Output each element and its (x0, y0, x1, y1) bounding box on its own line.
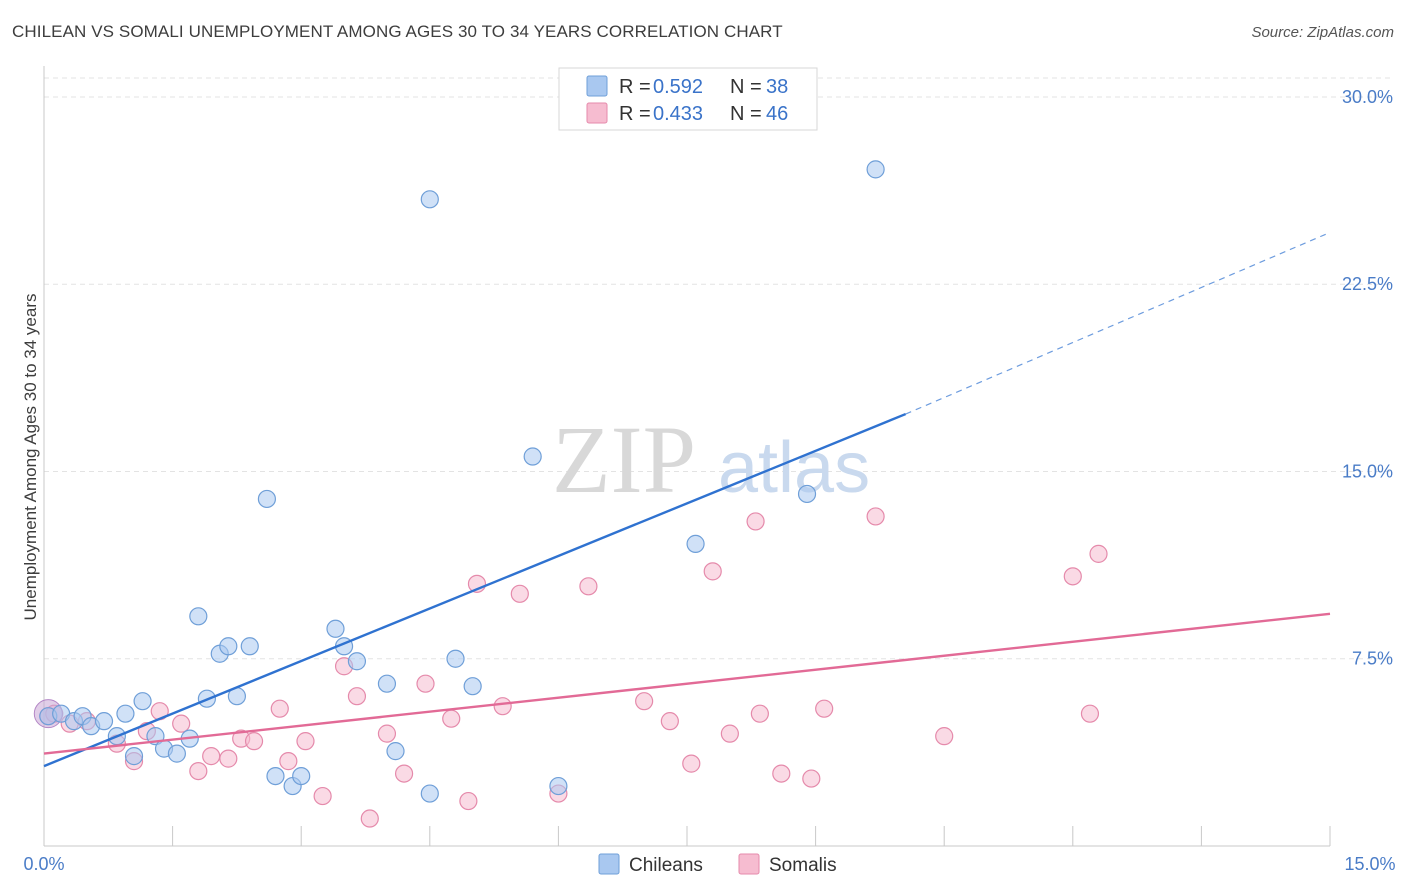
chileans-point-8 (124, 747, 144, 766)
somalis-point-31 (660, 712, 679, 731)
legend-somalis-n-label: N = (730, 103, 762, 125)
trend-lines (43, 233, 1331, 768)
chileans-point-7 (116, 704, 135, 723)
chileans-point-23 (292, 766, 311, 786)
somalis-point-37 (772, 764, 791, 783)
somalis-point-42 (1063, 567, 1082, 586)
somalis-point-7 (172, 714, 191, 733)
somalis-point-32 (682, 754, 701, 773)
somalis-point-36 (750, 704, 769, 723)
chileans-point-29 (420, 784, 439, 803)
somalis-point-30 (635, 692, 654, 711)
somalis-point-13 (270, 699, 289, 718)
chileans-point-5 (94, 712, 114, 731)
watermark-atlas: atlas (718, 428, 870, 508)
somalis-point-35 (746, 512, 765, 531)
somalis-point-29 (579, 577, 598, 596)
bottom-legend: Chileans Somalis (598, 853, 837, 876)
somalis-point-19 (360, 809, 379, 828)
bottom-legend-chileans-swatch (598, 853, 620, 875)
chileans-trend-line (43, 412, 907, 768)
chileans-points (39, 160, 885, 803)
x-tick-label-min: 0.0% (23, 854, 64, 874)
somalis-point-41 (935, 727, 954, 746)
chileans-point-27 (377, 674, 397, 693)
x-tick-labels: 0.0% 15.0% (23, 854, 1395, 874)
somalis-point-33 (703, 562, 722, 581)
somalis-point-14 (279, 752, 298, 771)
legend-somalis-swatch (586, 102, 608, 124)
y-tick-label-3: 30.0% (1342, 87, 1393, 107)
legend-somalis-r-value: 0.433 (653, 103, 703, 125)
chileans-point-24 (326, 619, 345, 638)
legend-chileans-n-label: N = (730, 76, 762, 98)
somalis-point-16 (313, 786, 332, 806)
legend-chileans-swatch (586, 75, 608, 97)
y-tick-labels: 7.5% 15.0% 22.5% 30.0% (1342, 87, 1393, 669)
y-tick-label-0: 7.5% (1352, 649, 1393, 669)
watermark: ZIP atlas (552, 406, 870, 513)
bottom-legend-somalis-label: Somalis (769, 855, 837, 876)
legend-chileans-r-value: 0.592 (653, 76, 703, 98)
somalis-point-44 (1089, 544, 1108, 563)
chileans-point-21 (266, 766, 285, 786)
chileans-point-31 (446, 649, 465, 668)
chileans-point-26 (347, 652, 367, 671)
chileans-point-12 (167, 744, 186, 763)
somalis-trend-line (43, 612, 1331, 755)
chileans-point-9 (133, 692, 152, 711)
somalis-point-15 (296, 732, 315, 751)
bottom-legend-chileans-label: Chileans (629, 855, 703, 876)
y-tick-label-1: 15.0% (1342, 461, 1393, 481)
somalis-point-39 (815, 699, 834, 718)
somalis-point-12 (244, 732, 264, 751)
chileans-point-34 (549, 776, 568, 796)
somalis-point-26 (493, 697, 512, 716)
legend-somalis-n-value: 46 (766, 103, 788, 125)
watermark-zip: ZIP (552, 406, 696, 513)
chileans-point-28 (386, 742, 405, 761)
legend-chileans-r-label: R = (619, 76, 651, 98)
x-tick-label-max: 15.0% (1344, 854, 1395, 874)
somalis-point-40 (866, 507, 885, 526)
somalis-point-24 (459, 791, 478, 811)
somalis-point-34 (720, 724, 739, 743)
somalis-point-10 (219, 749, 238, 768)
chileans-point-32 (463, 677, 482, 696)
somalis-point-22 (416, 674, 435, 693)
chileans-point-17 (219, 637, 238, 656)
legend-chileans-n-value: 38 (766, 76, 788, 98)
legend: R = 0.592 N = 38 R = 0.433 N = 46 (558, 67, 818, 131)
y-tick-label-2: 22.5% (1342, 274, 1393, 294)
chileans-point-14 (189, 607, 208, 626)
chileans-trend-extension (905, 233, 1326, 415)
chileans-point-20 (257, 489, 277, 509)
somalis-points (33, 507, 1108, 828)
chileans-point-36 (797, 484, 817, 504)
chileans-point-37 (866, 160, 885, 179)
chileans-point-33 (523, 447, 542, 466)
somalis-point-43 (1080, 704, 1100, 723)
bottom-legend-somalis-swatch (738, 853, 760, 875)
somalis-point-23 (442, 709, 461, 728)
somalis-point-21 (394, 764, 414, 783)
somalis-point-20 (377, 724, 397, 743)
somalis-point-38 (802, 769, 821, 788)
somalis-point-9 (202, 747, 221, 766)
chileans-point-30 (420, 190, 439, 209)
source-label: Source: ZipAtlas.com (1251, 24, 1394, 41)
y-axis-label: Unemployment Among Ages 30 to 34 years (21, 294, 40, 621)
chileans-point-19 (240, 637, 259, 656)
somalis-point-8 (189, 761, 208, 781)
somalis-point-18 (347, 687, 367, 706)
legend-somalis-r-label: R = (619, 103, 651, 125)
chileans-point-35 (686, 534, 705, 553)
somalis-point-27 (510, 584, 529, 603)
chart-title: CHILEAN VS SOMALI UNEMPLOYMENT AMONG AGE… (12, 22, 783, 41)
